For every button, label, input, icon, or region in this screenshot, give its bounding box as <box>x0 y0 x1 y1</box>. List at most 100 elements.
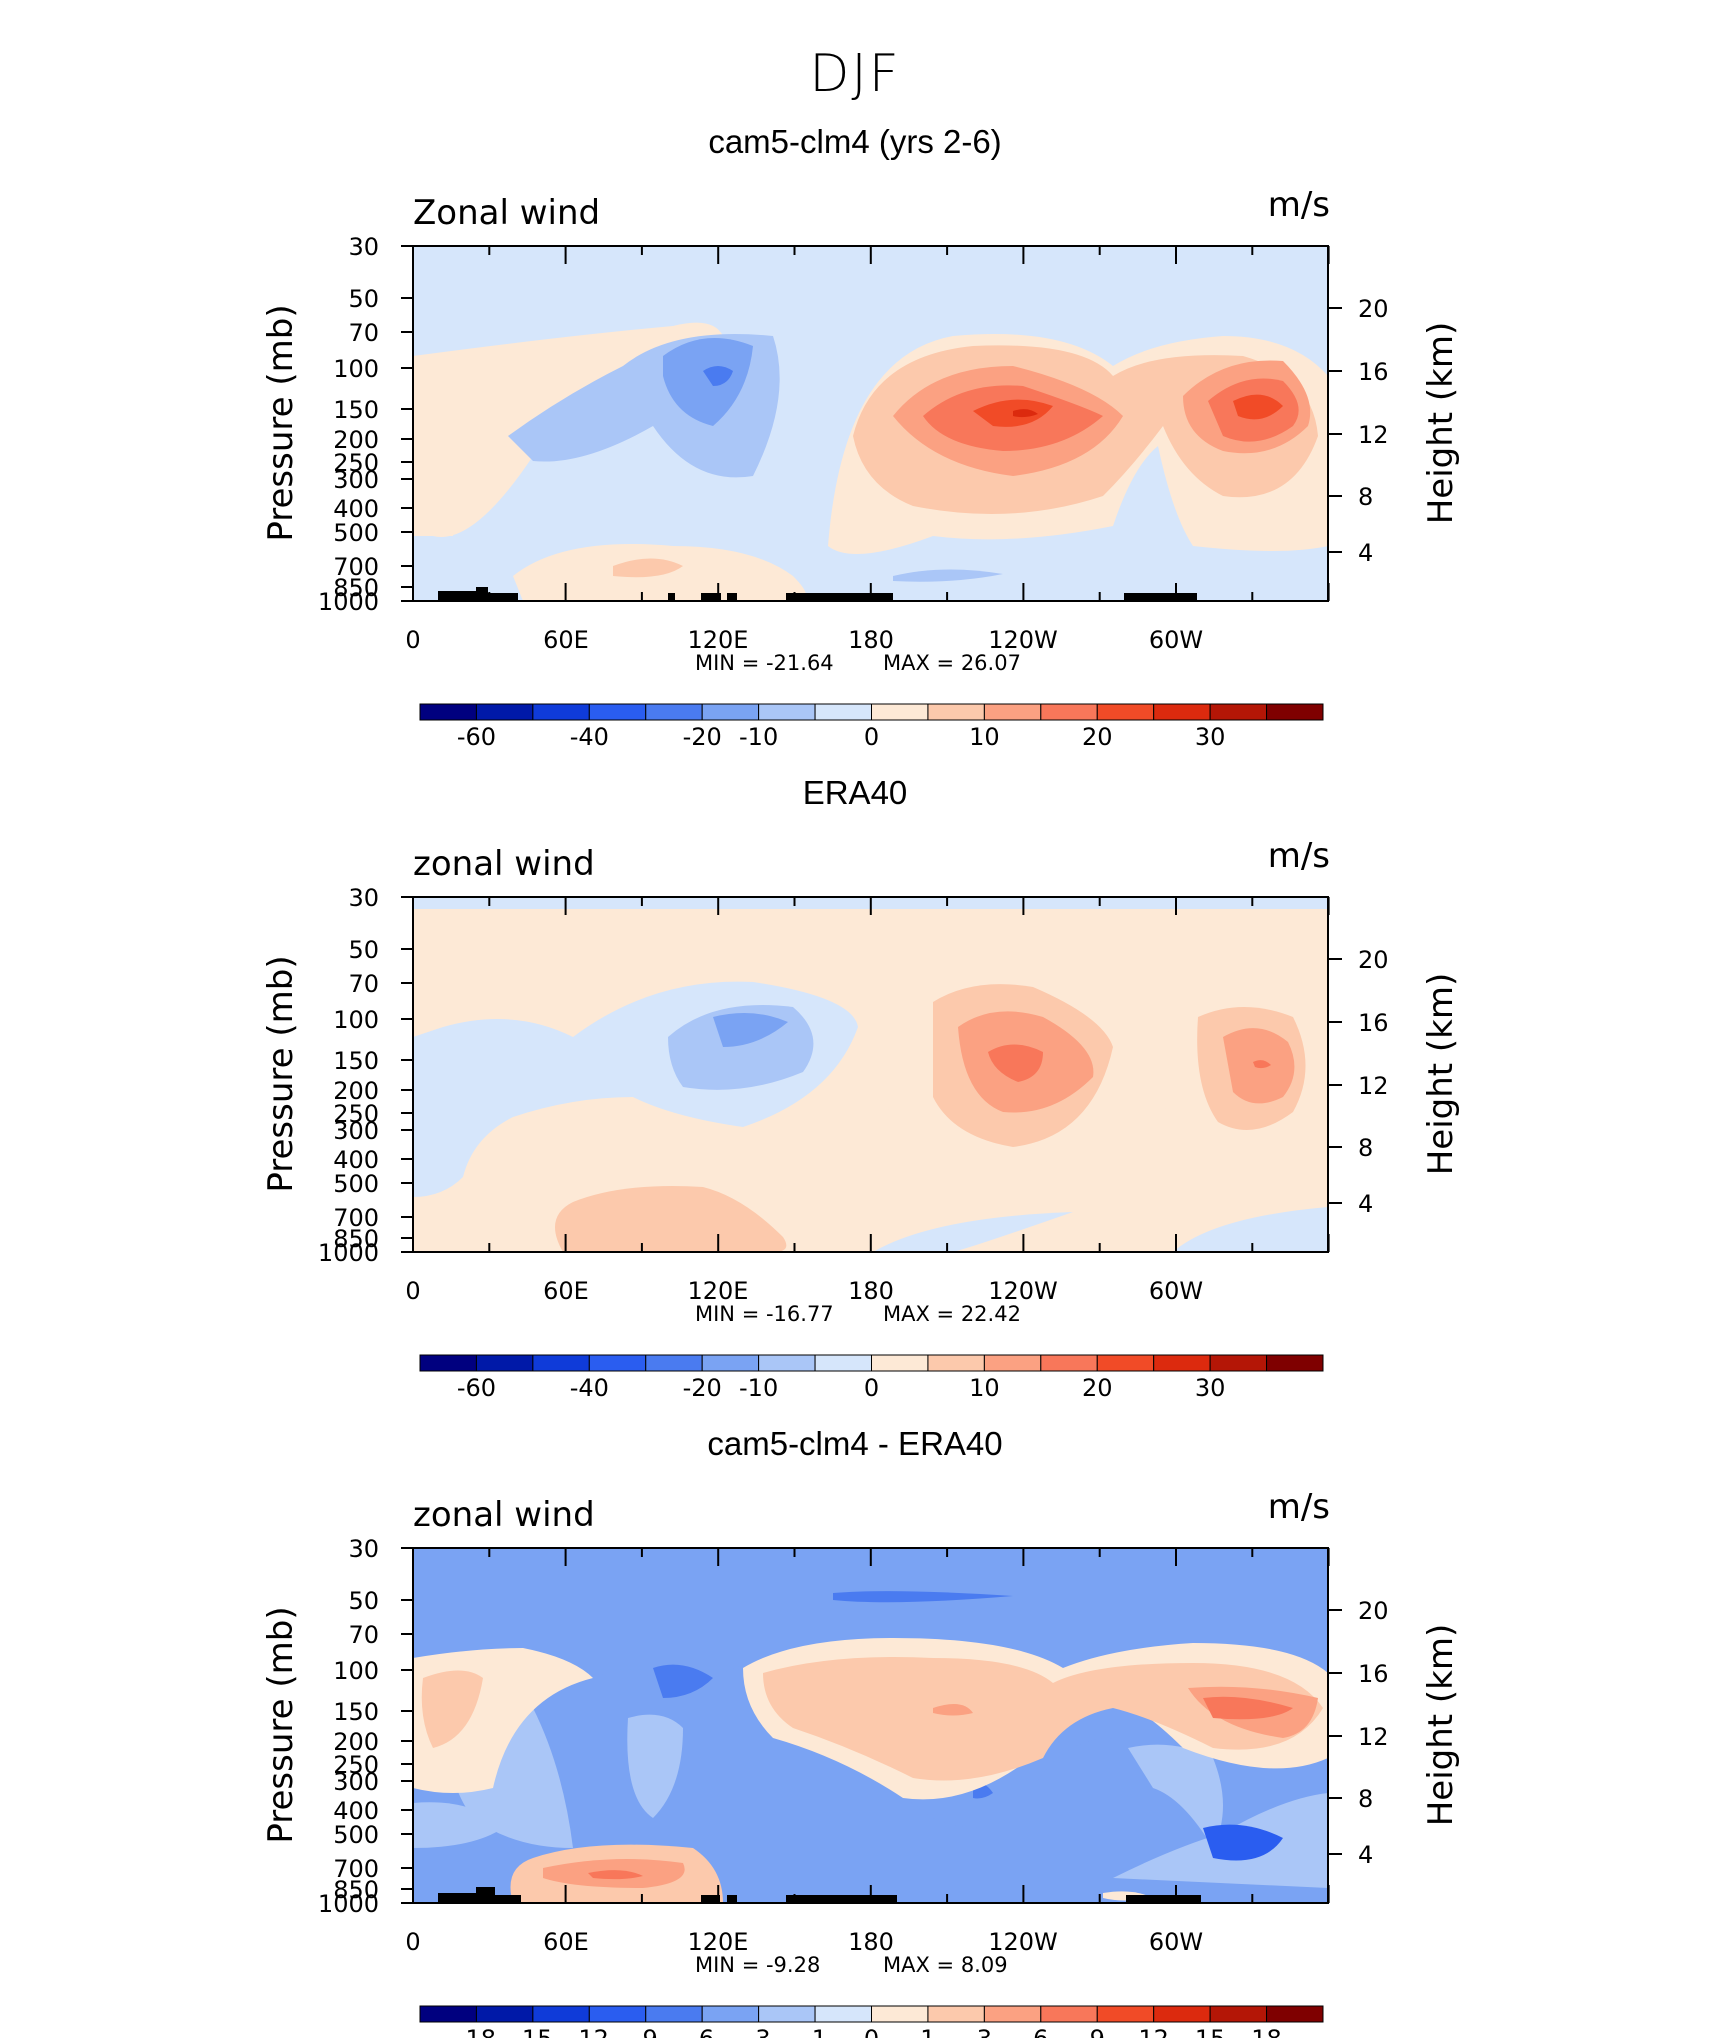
colorbar-label: 10 <box>969 723 1000 751</box>
colorbar-label: -60 <box>457 1374 496 1402</box>
pressure-tick-label: 400 <box>333 1146 379 1174</box>
colorbar-swatch <box>701 2005 760 2023</box>
lon-tick-label: 0 <box>405 1277 420 1305</box>
contour-region <box>1253 1060 1271 1069</box>
terrain-block <box>438 1893 476 1903</box>
terrain-block <box>476 1887 495 1903</box>
colorbar-label: 0 <box>864 1374 879 1402</box>
colorbar-label: -3 <box>747 2025 771 2038</box>
lon-tick-label: 120W <box>988 1277 1058 1305</box>
pressure-tick-label: 200 <box>333 1077 379 1105</box>
panel-title: cam5-clm4 (yrs 2-6) <box>708 123 1001 160</box>
lon-tick-label: 60E <box>543 626 589 654</box>
contour-region <box>988 1044 1043 1082</box>
colorbar-label: -60 <box>457 723 496 751</box>
pressure-tick-label: 500 <box>333 1170 379 1198</box>
pressure-tick-label: 50 <box>348 285 379 313</box>
pressure-tick-label: 700 <box>333 553 379 581</box>
y-axis-title-right: Height (km) <box>1421 973 1461 1176</box>
colorbar-swatch <box>983 2005 1042 2023</box>
height-tick-label: 20 <box>1358 946 1389 974</box>
colorbar-label: 12 <box>1138 2025 1169 2038</box>
terrain-block <box>701 593 721 601</box>
pressure-tick-label: 850 <box>333 1876 379 1904</box>
pressure-tick-label: 50 <box>348 936 379 964</box>
colorbar-swatch <box>419 1354 477 1372</box>
colorbar-label: 3 <box>977 2025 992 2038</box>
contour-region <box>873 1212 1073 1252</box>
colorbar-swatch <box>1153 703 1211 721</box>
terrain-block <box>727 1895 737 1903</box>
colorbar-swatch <box>758 2005 816 2023</box>
terrain-block <box>668 593 675 601</box>
colorbar-label: 15 <box>1195 2025 1226 2038</box>
y-axis-title-right: Height (km) <box>1421 1624 1461 1827</box>
colorbar-label: 10 <box>969 1374 1000 1402</box>
terrain-block <box>1126 1895 1201 1903</box>
lon-tick-label: 60E <box>543 1277 589 1305</box>
pressure-tick-label: 850 <box>333 1225 379 1253</box>
contour-field <box>413 246 1328 601</box>
lon-tick-label: 120E <box>688 1277 749 1305</box>
pressure-tick-label: 200 <box>333 1728 379 1756</box>
colorbar-swatch <box>1209 1354 1268 1372</box>
min-label: MIN = -21.64 <box>695 651 834 675</box>
max-label: MAX = 26.07 <box>883 651 1021 675</box>
contour-region <box>627 1714 683 1818</box>
contour-region <box>555 1186 787 1252</box>
colorbar-label: -40 <box>570 723 609 751</box>
contour-region <box>663 338 753 426</box>
contour-region <box>1203 1824 1283 1861</box>
pressure-tick-label: 700 <box>333 1204 379 1232</box>
contour-region <box>421 1670 483 1748</box>
colorbar-swatch <box>871 1354 929 1372</box>
contour-region <box>613 558 683 578</box>
height-tick-label: 16 <box>1358 1009 1389 1037</box>
pressure-tick-label: 100 <box>333 355 379 383</box>
terrain-block <box>701 1895 720 1903</box>
colorbar-swatch <box>758 703 816 721</box>
height-tick-label: 4 <box>1358 1841 1373 1869</box>
pressure-tick-label: 1000 <box>318 1890 379 1918</box>
min-label: MIN = -16.77 <box>695 1302 834 1326</box>
colorbar-swatch <box>1096 703 1155 721</box>
units-label: m/s <box>1268 836 1330 876</box>
contour-region <box>1013 409 1038 418</box>
colorbar-swatch <box>532 2005 590 2023</box>
lon-tick-label: 180 <box>848 1277 894 1305</box>
height-tick-label: 8 <box>1358 483 1373 511</box>
contour-region <box>1128 1744 1223 1848</box>
contour-region <box>413 1802 503 1848</box>
terrain-block <box>488 593 518 601</box>
contour-field <box>413 1548 1328 1903</box>
lon-tick-label: 180 <box>848 626 894 654</box>
colorbar-label: -1 <box>803 2025 827 2038</box>
colorbar-swatch <box>588 1354 647 1372</box>
pressure-tick-label: 400 <box>333 1797 379 1825</box>
colorbar-swatch <box>983 1354 1042 1372</box>
panel-title: cam5-clm4 - ERA40 <box>707 1425 1002 1462</box>
colorbar-label: -6 <box>690 2025 714 2038</box>
pressure-tick-label: 250 <box>333 449 379 477</box>
lon-tick-label: 120W <box>988 626 1058 654</box>
colorbar-label: -9 <box>634 2025 658 2038</box>
contour-region <box>588 1870 643 1880</box>
colorbar-swatch <box>814 1354 872 1372</box>
colorbar-label: 30 <box>1195 1374 1226 1402</box>
colorbar-swatch <box>1153 2005 1211 2023</box>
pressure-tick-label: 500 <box>333 519 379 547</box>
terrain-block <box>727 593 737 601</box>
colorbar-swatch <box>645 703 703 721</box>
lon-tick-label: 180 <box>848 1928 894 1956</box>
figure-title: DJF <box>809 44 901 104</box>
colorbar: -60 -40 -20 -10 0 10 20 30 <box>419 703 1324 751</box>
pressure-tick-label: 150 <box>333 1047 379 1075</box>
colorbar-label: -40 <box>570 1374 609 1402</box>
contour-region <box>933 1704 973 1716</box>
colorbar-swatch <box>814 2005 872 2023</box>
colorbar: -18 -15 -12 -9 -6 -3 -1 0 1 3 6 9 12 15 18 <box>419 2005 1324 2038</box>
colorbar-swatch <box>1040 703 1098 721</box>
colorbar-label: 9 <box>1090 2025 1105 2038</box>
pressure-tick-label: 250 <box>333 1100 379 1128</box>
